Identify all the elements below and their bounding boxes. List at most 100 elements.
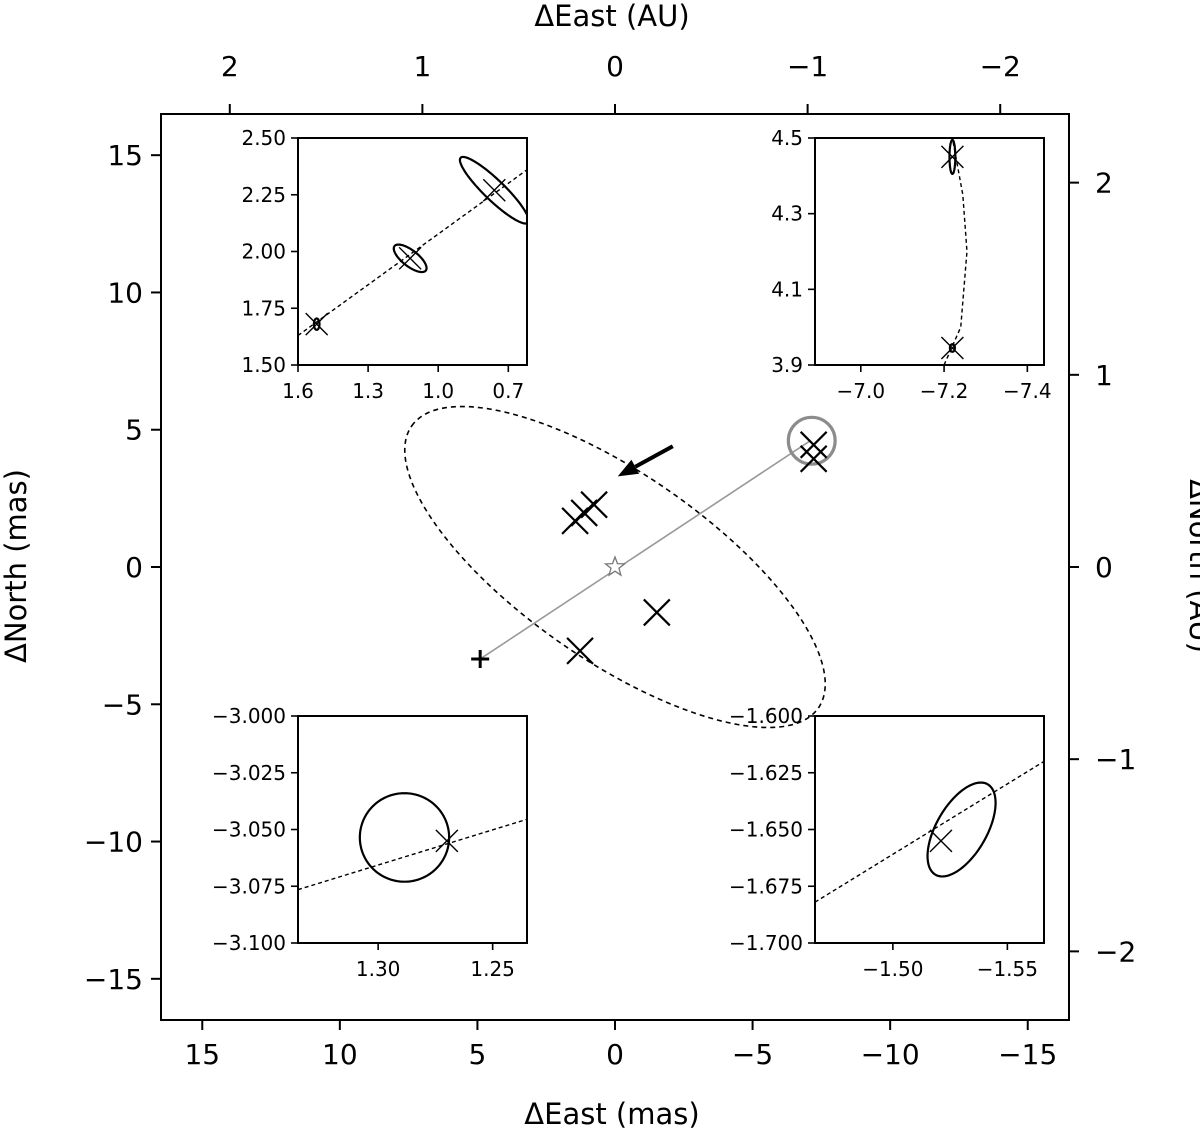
top-tick-label: −2 [980, 50, 1021, 83]
x-tick-label: 0 [606, 1038, 624, 1071]
orbit-ellipse [403, 405, 827, 729]
inset-y-tick-label: 4.3 [771, 202, 803, 226]
inset-error-ellipse [926, 781, 997, 878]
y-tick-label: −10 [84, 826, 143, 859]
inset-x-tick-label: −1.55 [977, 957, 1038, 981]
inset-x-tick-label: −1.50 [862, 957, 923, 981]
x-axis-label: ΔEast (mas) [524, 1097, 699, 1131]
x-tick-label: −5 [732, 1038, 773, 1071]
inset-background [815, 716, 1044, 943]
primary-star-marker [603, 555, 627, 577]
observation-marker [799, 445, 828, 473]
inset-observation-marker [940, 145, 964, 169]
inset-orbit-path [298, 818, 527, 891]
inset-y-tick-label: −1.600 [729, 704, 803, 728]
inset-content [298, 155, 527, 337]
inset-y-tick-label: −3.025 [212, 761, 286, 785]
inset-y-tick-label: −3.000 [212, 704, 286, 728]
inset-error-ellipse [392, 243, 428, 274]
inset-x-tick-label: −7.0 [837, 379, 886, 403]
inset-content [940, 138, 968, 365]
inset-y-tick-label: 2.50 [241, 126, 286, 150]
inset-error-ellipse [948, 138, 957, 176]
inset-error-ellipse [948, 343, 957, 353]
top-tick-label: 2 [221, 50, 239, 83]
inset-x-tick-label: 0.7 [492, 379, 524, 403]
inset-observation-marker [929, 829, 953, 853]
top-tick-label: 0 [606, 50, 624, 83]
right-tick-label: 2 [1095, 167, 1113, 200]
inset-error-ellipse [458, 155, 527, 225]
observation-marker [799, 431, 828, 459]
y-tick-label: 0 [125, 551, 143, 584]
right-tick-label: −1 [1095, 743, 1136, 776]
inset-error-ellipse [312, 317, 321, 331]
x-tick-label: 15 [184, 1038, 220, 1071]
periastron-marker [471, 649, 490, 668]
inset-y-tick-label: 4.1 [771, 277, 803, 301]
inset-error-ellipse [358, 792, 451, 883]
right-tick-label: −2 [1095, 935, 1136, 968]
top-tick-label: 1 [413, 50, 431, 83]
motion-arrow-head [617, 459, 640, 477]
x-tick-label: 10 [322, 1038, 358, 1071]
right-tick-label: 1 [1095, 359, 1113, 392]
inset-background [298, 716, 527, 943]
inset-y-tick-label: −1.700 [729, 931, 803, 955]
inset-x-tick-label: 1.3 [352, 379, 384, 403]
inset-orbit-path [815, 760, 1044, 903]
inset-observation-marker [482, 178, 506, 202]
inset-plots: 1.6 1.3 1.0 0.7 1.50 1.75 2.00 2.25 2.50 −7.0 −7.2… [212, 126, 1052, 981]
inset-y-tick-label: −1.625 [729, 761, 803, 785]
inset-y-tick-label: −1.675 [729, 874, 803, 898]
top-axis-label: ΔEast (AU) [534, 0, 689, 33]
inset-top-left: 1.6 1.3 1.0 0.7 1.50 1.75 2.00 2.25 2.50 [241, 126, 528, 403]
x-tick-label: 5 [469, 1038, 487, 1071]
inset-y-tick-label: −3.050 [212, 818, 286, 842]
right-tick-label: 0 [1095, 551, 1113, 584]
y-tick-label: 15 [107, 139, 143, 172]
inset-y-tick-label: −3.100 [212, 931, 286, 955]
y-tick-label: −5 [102, 688, 143, 721]
inset-top-right: −7.0 −7.2 −7.4 3.9 4.1 4.3 4.5 [771, 126, 1051, 403]
inset-x-tick-label: −7.2 [920, 379, 969, 403]
inset-y-tick-label: 2.25 [241, 183, 286, 207]
y-tick-label: −15 [84, 963, 143, 996]
inset-frame [814, 137, 1045, 366]
inset-content [815, 760, 1044, 903]
inset-content [298, 792, 527, 891]
x-tick-label: −15 [998, 1038, 1057, 1071]
motion-arrow-shaft [634, 444, 674, 469]
inset-bottom-right: −1.50 −1.55 −1.700 −1.675 −1.650 −1.625 −1.600 [729, 704, 1045, 981]
inset-y-tick-label: −3.075 [212, 874, 286, 898]
inset-observation-marker [435, 829, 459, 853]
inset-x-tick-label: 1.0 [422, 379, 454, 403]
top-tick-label: −1 [787, 50, 828, 83]
y-tick-label: 5 [125, 414, 143, 447]
right-axis-label: ΔNorth (AU) [1183, 479, 1200, 653]
observation-marker [643, 598, 671, 627]
y-axis-label: ΔNorth (mas) [0, 469, 33, 663]
observation-marker [580, 490, 608, 519]
inset-x-tick-label: 1.30 [356, 957, 401, 981]
inset-y-tick-label: 3.9 [771, 353, 803, 377]
inset-bottom-left: 1.30 1.25 −3.100 −3.075 −3.050 −3.025 −3.000 [212, 704, 528, 981]
inset-x-tick-label: 1.6 [282, 379, 314, 403]
inset-x-tick-label: −7.4 [1003, 379, 1052, 403]
inset-observation-marker [305, 312, 329, 336]
inset-observation-marker [398, 246, 422, 270]
observation-marker [566, 637, 594, 665]
line-of-nodes [479, 440, 811, 660]
highlight-circle [786, 415, 837, 466]
inset-background [815, 138, 1044, 365]
inset-x-tick-label: 1.25 [470, 957, 515, 981]
y-tick-label: 10 [107, 276, 143, 309]
inset-y-tick-label: 4.5 [771, 126, 803, 150]
inset-orbit-path [298, 169, 527, 337]
inset-y-tick-label: 1.75 [241, 296, 286, 320]
inset-y-tick-label: −1.650 [729, 818, 803, 842]
x-tick-label: −10 [861, 1038, 920, 1071]
